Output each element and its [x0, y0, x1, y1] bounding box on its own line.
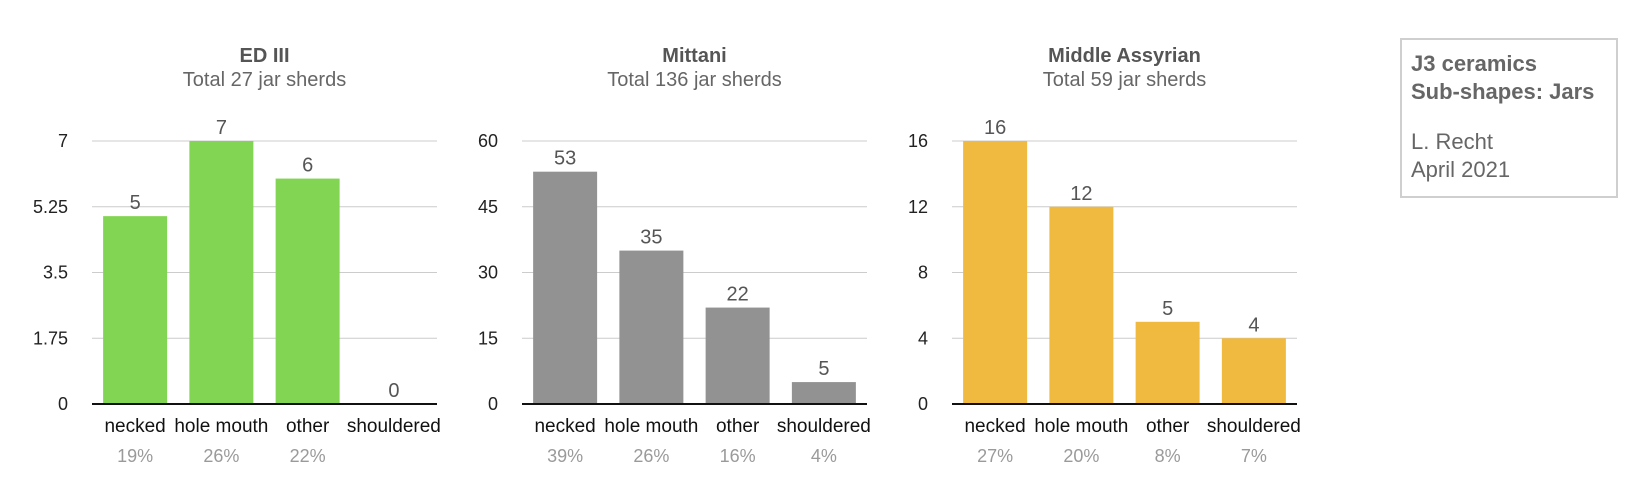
y-tick-label: 4	[918, 328, 928, 348]
y-tick-label: 1.75	[33, 328, 68, 348]
bar	[533, 171, 598, 404]
x-category-label: necked	[104, 416, 165, 437]
chart-title: ED III	[239, 45, 289, 67]
y-tick-label: 0	[918, 394, 928, 414]
chart-subtitle: Total 59 jar sherds	[1043, 69, 1206, 91]
y-tick-label: 60	[478, 131, 498, 151]
info-author: L. Recht	[1411, 129, 1493, 154]
x-category-label: shouldered	[1207, 416, 1301, 437]
bar	[791, 382, 856, 404]
bar-value-label: 5	[1162, 298, 1173, 320]
bar	[189, 141, 254, 404]
y-tick-label: 5.25	[33, 197, 68, 217]
y-tick-label: 3.5	[43, 263, 68, 283]
chart-subtitle: Total 136 jar sherds	[607, 69, 782, 91]
chart-subtitle: Total 27 jar sherds	[183, 69, 346, 91]
y-tick-label: 45	[478, 197, 498, 217]
bar-value-label: 6	[302, 155, 313, 177]
bar-value-label: 7	[216, 117, 227, 139]
bar	[1135, 321, 1200, 404]
y-tick-label: 0	[488, 394, 498, 414]
bar	[275, 178, 340, 404]
y-tick-label: 8	[918, 263, 928, 283]
x-category-label: hole mouth	[604, 416, 698, 437]
percentage-label: 39%	[547, 446, 583, 466]
x-category-label: hole mouth	[1034, 416, 1128, 437]
x-category-label: other	[716, 416, 760, 437]
bar-value-label: 22	[727, 284, 749, 306]
y-tick-label: 7	[58, 131, 68, 151]
x-category-label: other	[1146, 416, 1190, 437]
bar-value-label: 5	[818, 358, 829, 380]
bar-value-label: 4	[1248, 314, 1259, 336]
y-tick-label: 0	[58, 394, 68, 414]
x-category-label: necked	[534, 416, 595, 437]
percentage-label: 20%	[1063, 446, 1099, 466]
chart-title: Mittani	[662, 45, 726, 67]
percentage-label: 7%	[1241, 446, 1267, 466]
info-spacer	[1411, 106, 1616, 128]
x-category-label: necked	[964, 416, 1025, 437]
x-category-label: hole mouth	[174, 416, 268, 437]
y-tick-label: 15	[478, 328, 498, 348]
bar	[963, 141, 1028, 404]
info-box: J3 ceramics Sub-shapes: Jars L. Recht Ap…	[1400, 38, 1618, 198]
bar	[1049, 206, 1114, 404]
percentage-label: 16%	[720, 446, 756, 466]
info-date: April 2021	[1411, 157, 1511, 182]
percentage-label: 19%	[117, 446, 153, 466]
percentage-label: 8%	[1155, 446, 1181, 466]
bar-value-label: 35	[640, 227, 662, 249]
x-category-label: other	[286, 416, 330, 437]
bar-value-label: 5	[130, 192, 141, 214]
x-category-label: shouldered	[347, 416, 441, 437]
bar	[103, 216, 168, 404]
bar-value-label: 0	[388, 380, 399, 402]
bar-value-label: 53	[554, 148, 576, 170]
percentage-label: 4%	[811, 446, 837, 466]
bar-value-label: 12	[1070, 183, 1092, 205]
y-tick-label: 30	[478, 263, 498, 283]
info-title: J3 ceramics	[1411, 51, 1537, 76]
info-subtitle: Sub-shapes: Jars	[1411, 79, 1595, 104]
percentage-label: 27%	[977, 446, 1013, 466]
bar-value-label: 16	[984, 117, 1006, 139]
chart-title: Middle Assyrian	[1048, 45, 1201, 67]
y-tick-label: 16	[908, 131, 928, 151]
percentage-label: 26%	[633, 446, 669, 466]
y-tick-label: 12	[908, 197, 928, 217]
percentage-label: 26%	[203, 446, 239, 466]
bar	[1221, 338, 1286, 404]
x-category-label: shouldered	[777, 416, 871, 437]
percentage-label: 22%	[290, 446, 326, 466]
bar	[619, 250, 684, 404]
bar	[705, 307, 770, 404]
